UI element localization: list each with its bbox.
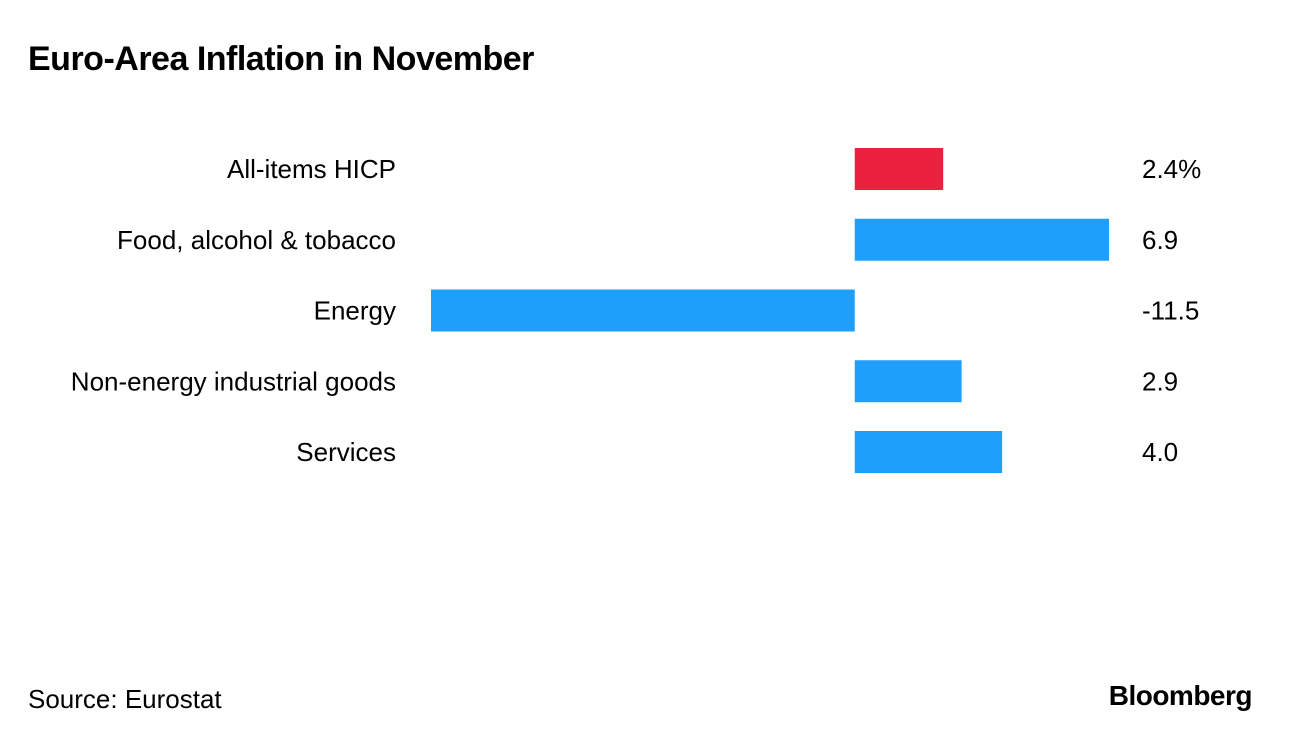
bar-non-energy-industrial-goods bbox=[854, 360, 962, 403]
source-note: Source: Eurostat bbox=[28, 684, 222, 714]
value-label-energy: -11.5 bbox=[1142, 296, 1199, 326]
category-label-non-energy-industrial-goods: Non-energy industrial goods bbox=[71, 366, 396, 396]
category-label-food-alcohol-and-tobacco: Food, alcohol & tobacco bbox=[117, 225, 396, 255]
value-label-non-energy-industrial-goods: 2.9 bbox=[1142, 366, 1178, 396]
bloomberg-logo: Bloomberg bbox=[1108, 680, 1253, 711]
bar-food-alcohol-and-tobacco bbox=[854, 218, 1109, 261]
value-label-services: 4.0 bbox=[1142, 437, 1178, 467]
chart-title: Euro-Area Inflation in November bbox=[28, 40, 534, 78]
bar-energy bbox=[431, 289, 855, 332]
bar-services bbox=[854, 431, 1003, 473]
category-label-energy: Energy bbox=[314, 296, 396, 326]
category-label-all-items-hicp: All-items HICP bbox=[227, 154, 396, 184]
value-label-food-alcohol-and-tobacco: 6.9 bbox=[1142, 225, 1178, 255]
category-label-services: Services bbox=[296, 437, 396, 467]
bar-all-items-hicp bbox=[854, 148, 944, 190]
value-label-all-items-hicp: 2.4% bbox=[1142, 154, 1201, 184]
